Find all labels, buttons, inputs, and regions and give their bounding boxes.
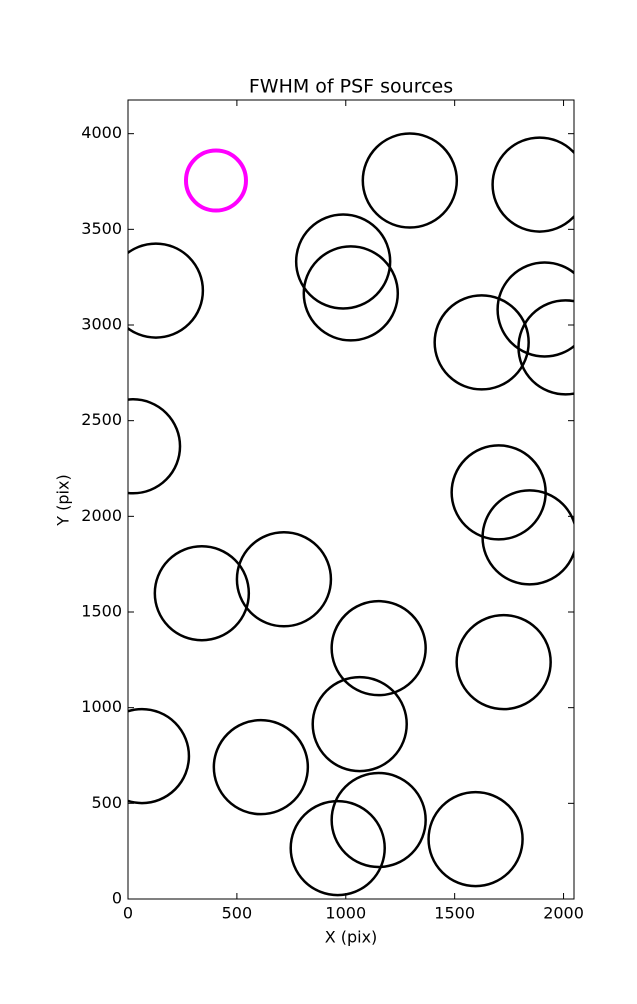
source-circle (433, 294, 530, 391)
y-tick-label: 2500 (81, 410, 122, 429)
y-tick-label: 0 (112, 889, 122, 908)
chart-title: FWHM of PSF sources (249, 76, 453, 98)
source-circle (330, 771, 427, 869)
x-tick-label: 1500 (434, 904, 475, 923)
x-axis-label: X (pix) (325, 928, 378, 947)
y-tick-label: 2000 (81, 506, 122, 525)
source-circle (302, 245, 400, 342)
source-circle (496, 261, 574, 358)
source-circle (517, 299, 574, 396)
y-tick-label: 3500 (81, 219, 122, 238)
x-tick-label: 1000 (325, 904, 366, 923)
source-circle (128, 398, 182, 495)
plot-frame (127, 99, 575, 900)
source-circle (128, 707, 191, 805)
y-tick-label: 1000 (81, 697, 122, 716)
source-circle (183, 148, 248, 213)
source-circle (311, 675, 408, 773)
x-tick-label: 500 (222, 904, 253, 923)
source-circle (212, 718, 310, 816)
x-tick-label: 2000 (543, 904, 584, 923)
source-circle (289, 799, 386, 897)
source-circle (153, 545, 251, 642)
markers (128, 132, 574, 897)
y-tick-label: 1500 (81, 602, 122, 621)
source-circle (128, 242, 205, 339)
x-tick-label: 0 (123, 904, 133, 923)
y-axis-label: Y (pix) (54, 474, 73, 526)
source-circle (491, 136, 574, 233)
source-circle (361, 132, 459, 229)
source-circle (235, 531, 333, 628)
source-circle (481, 489, 574, 586)
source-circle (330, 599, 427, 697)
source-circle (294, 213, 392, 310)
y-tick-label: 500 (91, 793, 122, 812)
y-tick-label: 4000 (81, 123, 122, 142)
y-tick-label: 3000 (81, 315, 122, 334)
source-circle (455, 613, 552, 711)
source-circle (427, 790, 524, 888)
